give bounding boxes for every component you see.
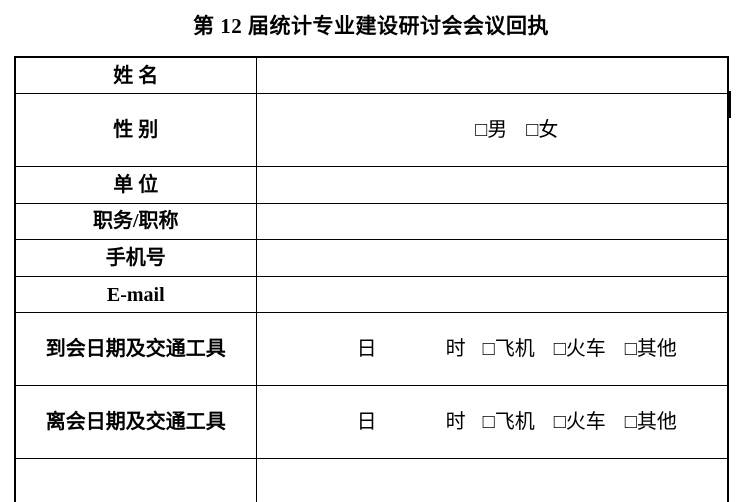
row-label-name: 姓 名 <box>14 56 257 95</box>
checkbox-plane[interactable]: □飞机 <box>482 411 535 434</box>
arrival-day-label: 日 <box>356 338 377 361</box>
checkbox-male[interactable]: □男 <box>475 119 508 142</box>
email-field[interactable] <box>255 275 729 314</box>
page-title: 第 12 届统计专业建设研讨会会议回执 <box>193 14 549 38</box>
checkbox-train[interactable]: □火车 <box>553 338 606 361</box>
table-row-mobile: 手机号 <box>14 239 729 277</box>
table-row-position: 职务/职称 <box>14 202 729 241</box>
row-label-position: 职务/职称 <box>14 202 257 241</box>
row-label-unit: 单 位 <box>14 166 257 204</box>
table-row-gender: 性 别 □男 □女 <box>14 93 729 168</box>
checkbox-train[interactable]: □火车 <box>553 411 606 434</box>
position-field[interactable] <box>255 202 729 241</box>
text-cursor <box>727 91 731 118</box>
checkbox-female[interactable]: □女 <box>526 119 559 142</box>
table-row-hotel: 是否由会务组预订酒店 □是□否 □合住□单住 <box>14 458 729 502</box>
row-label-mobile: 手机号 <box>14 239 257 277</box>
mobile-field[interactable] <box>255 239 729 277</box>
row-label-hotel: 是否由会务组预订酒店 <box>14 458 257 502</box>
departure-day-label: 日 <box>356 411 377 434</box>
gender-field[interactable]: □男 □女 <box>255 93 729 168</box>
checkbox-other-transport[interactable]: □其他 <box>624 411 677 434</box>
row-label-arrival: 到会日期及交通工具 <box>14 312 257 387</box>
unit-field[interactable] <box>255 166 729 204</box>
table-row-email: E-mail <box>14 275 729 314</box>
reply-form-table: 姓 名 性 别 □男 □女 单 位 职务/职称 手机号 <box>14 56 729 502</box>
departure-field[interactable]: 日 时 □飞机 □火车 □其他 <box>255 385 729 460</box>
checkbox-plane[interactable]: □飞机 <box>482 338 535 361</box>
row-label-gender: 性 别 <box>14 93 257 168</box>
name-field[interactable] <box>255 56 729 95</box>
checkbox-other-transport[interactable]: □其他 <box>624 338 677 361</box>
hotel-field[interactable]: □是□否 □合住□单住 <box>255 458 729 502</box>
arrival-hour-label: 时 <box>445 338 466 361</box>
departure-hour-label: 时 <box>445 411 466 434</box>
row-label-departure: 离会日期及交通工具 <box>14 385 257 460</box>
arrival-field[interactable]: 日 时 □飞机 □火车 □其他 <box>255 312 729 387</box>
table-row-departure: 离会日期及交通工具 日 时 □飞机 □火车 □其他 <box>14 385 729 460</box>
table-row-name: 姓 名 <box>14 56 729 95</box>
table-row-arrival: 到会日期及交通工具 日 时 □飞机 □火车 □其他 <box>14 312 729 387</box>
row-label-email: E-mail <box>14 275 257 314</box>
table-row-unit: 单 位 <box>14 166 729 204</box>
